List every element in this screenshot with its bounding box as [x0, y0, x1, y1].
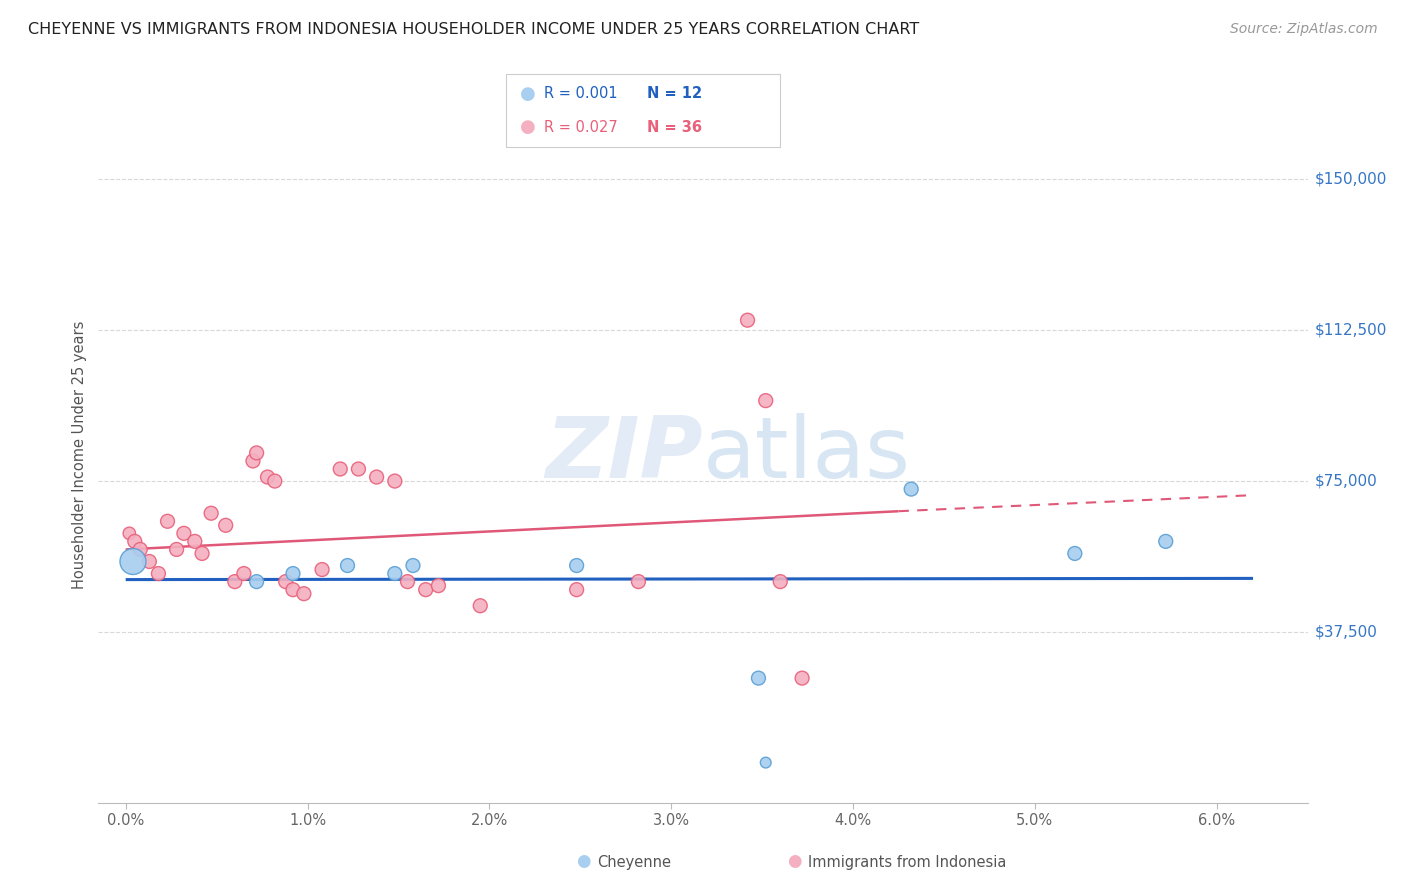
Point [565, 558, 588, 573]
Point [166, 542, 188, 557]
Point [122, 554, 145, 568]
Text: R = 0.027: R = 0.027 [544, 120, 617, 135]
Text: ●: ● [520, 119, 536, 136]
Text: CHEYENNE VS IMMIGRANTS FROM INDONESIA HOUSEHOLDER INCOME UNDER 25 YEARS CORRELAT: CHEYENNE VS IMMIGRANTS FROM INDONESIA HO… [28, 22, 920, 37]
Point [384, 474, 406, 488]
Point [224, 574, 246, 589]
Point [129, 542, 152, 557]
Text: ●: ● [576, 852, 591, 870]
Point [148, 566, 170, 581]
Text: Immigrants from Indonesia: Immigrants from Indonesia [808, 855, 1007, 870]
Text: ●: ● [787, 852, 801, 870]
Point [384, 566, 406, 581]
Point [246, 446, 269, 460]
Text: ZIP: ZIP [546, 413, 703, 497]
Point [470, 599, 492, 613]
Point [900, 482, 922, 496]
Text: atlas: atlas [703, 413, 911, 497]
Text: $150,000: $150,000 [1315, 172, 1386, 187]
Point [769, 574, 792, 589]
Text: $112,500: $112,500 [1315, 323, 1386, 338]
Point [627, 574, 650, 589]
Point [329, 462, 352, 476]
Text: Source: ZipAtlas.com: Source: ZipAtlas.com [1230, 22, 1378, 37]
Point [274, 574, 297, 589]
Point [242, 454, 264, 468]
Point [336, 558, 359, 573]
Point [347, 462, 370, 476]
Point [366, 470, 388, 484]
Point [281, 566, 304, 581]
Point [1063, 546, 1085, 560]
Point [215, 518, 238, 533]
Point [281, 582, 304, 597]
Point [755, 393, 778, 408]
Point [256, 470, 278, 484]
Text: $37,500: $37,500 [1315, 624, 1378, 640]
Point [292, 587, 315, 601]
Point [232, 566, 254, 581]
Text: ●: ● [520, 85, 536, 103]
Text: $75,000: $75,000 [1315, 474, 1378, 489]
Y-axis label: Householder Income Under 25 years: Householder Income Under 25 years [72, 321, 87, 589]
Text: R = 0.001: R = 0.001 [544, 87, 617, 102]
Point [402, 558, 425, 573]
Point [173, 526, 195, 541]
Point [737, 313, 759, 327]
Point [246, 574, 269, 589]
Point [263, 474, 285, 488]
Point [124, 534, 146, 549]
Point [565, 582, 588, 597]
Point [1154, 534, 1177, 549]
Point [747, 671, 769, 685]
Point [790, 671, 813, 685]
Text: Cheyenne: Cheyenne [598, 855, 672, 870]
Point [415, 582, 437, 597]
Point [396, 574, 419, 589]
Point [118, 526, 141, 541]
Point [156, 514, 179, 528]
Point [184, 534, 207, 549]
Point [191, 546, 214, 560]
Point [200, 506, 222, 520]
Text: N = 12: N = 12 [647, 87, 702, 102]
Text: N = 36: N = 36 [647, 120, 702, 135]
Point [427, 579, 450, 593]
Point [138, 554, 160, 568]
Point [311, 562, 333, 576]
Point [755, 756, 778, 770]
